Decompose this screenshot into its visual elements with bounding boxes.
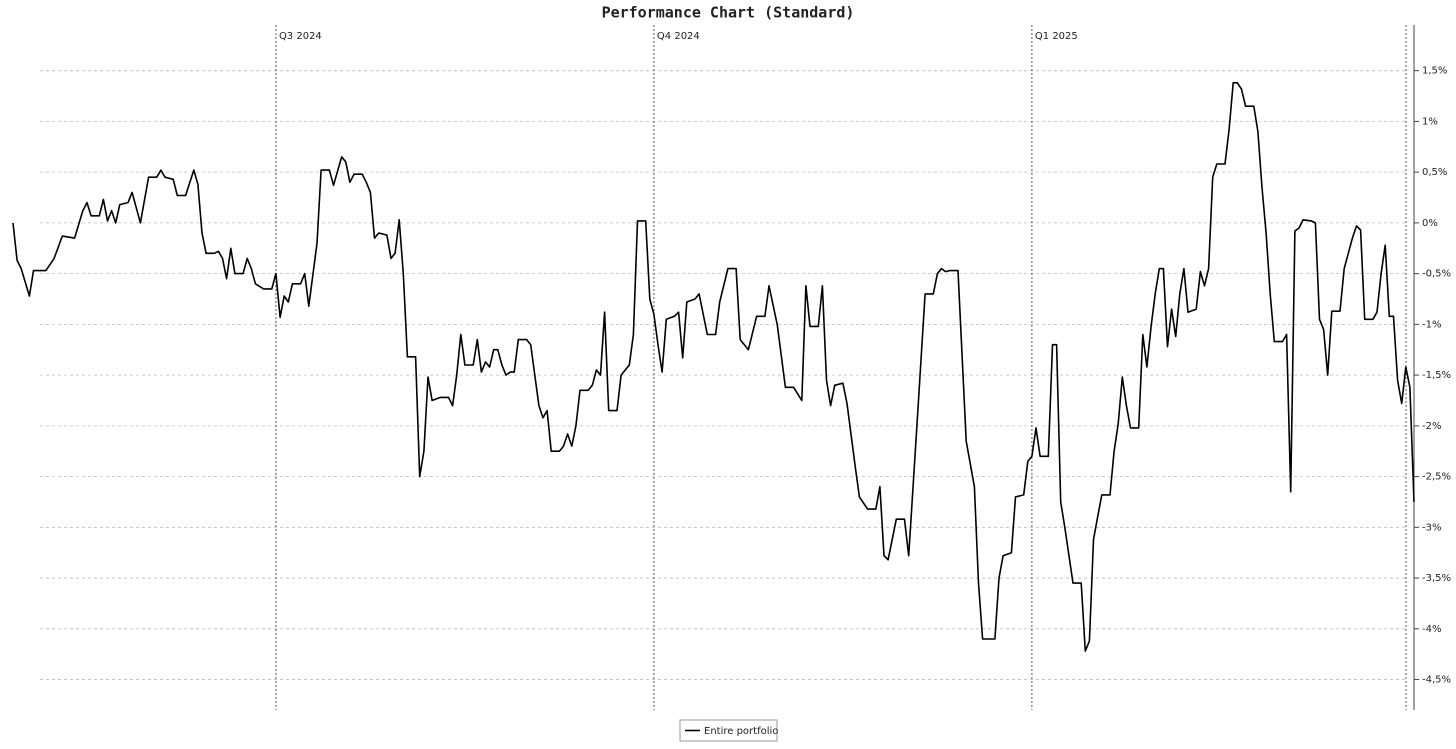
y-tick-label: 1% — [1422, 116, 1438, 127]
y-tick-label: -0,5% — [1422, 269, 1451, 280]
x-tick-label: Q4 2024 — [657, 31, 700, 42]
y-tick-label: -1% — [1422, 319, 1441, 330]
legend-label: Entire portfolio — [704, 726, 778, 737]
y-tick-label: 0,5% — [1422, 167, 1447, 178]
legend-box — [679, 719, 778, 742]
series-line — [12, 82, 1415, 652]
y-tick-label: -1,5% — [1422, 370, 1451, 381]
y-tick-label: -2,5% — [1422, 472, 1451, 483]
y-tick-label: 1,5% — [1422, 66, 1447, 77]
y-tick-label: -4% — [1422, 624, 1441, 635]
y-tick-label: 0% — [1422, 218, 1438, 229]
x-tick-label: Q3 2024 — [279, 31, 322, 42]
y-tick-label: -4,5% — [1422, 675, 1451, 686]
y-tick-label: -3% — [1422, 522, 1441, 533]
chart-title: Performance Chart (Standard) — [602, 4, 855, 22]
y-tick-label: -3,5% — [1422, 573, 1451, 584]
y-tick-label: -2% — [1422, 421, 1441, 432]
x-tick-label: Q1 2025 — [1035, 31, 1078, 42]
